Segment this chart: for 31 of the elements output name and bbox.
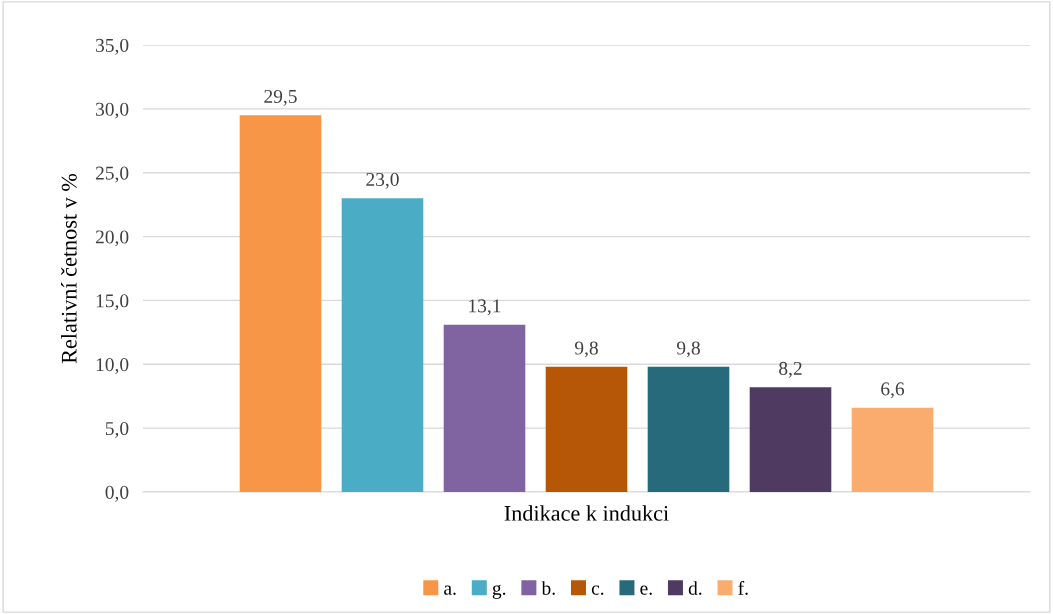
data-label: 13,1 [469, 299, 501, 316]
y-tick-label: 15,0 [96, 294, 129, 311]
legend-label: g. [492, 584, 506, 599]
data-label: 29,5 [264, 89, 297, 106]
y-axis-title: Relativní četnost v % [61, 173, 77, 364]
x-axis-title: Indikace k indukci [504, 505, 669, 521]
data-label: 23,0 [366, 172, 399, 189]
y-tick-label: 5,0 [105, 421, 129, 438]
bar [647, 366, 730, 492]
data-label: 6,6 [881, 382, 905, 399]
data-label: 9,8 [574, 341, 598, 358]
bar [749, 387, 832, 492]
legend-label: b. [541, 581, 555, 595]
bar [851, 407, 934, 492]
bar [545, 366, 628, 492]
y-tick-label: 25,0 [95, 166, 129, 183]
y-tick-label: 20,0 [95, 230, 129, 247]
legend-label: e. [640, 585, 652, 595]
legend-label: a. [444, 585, 456, 595]
y-tick-label: 10,0 [96, 358, 129, 375]
y-tick-label: 35,0 [96, 38, 129, 55]
data-label: 9,8 [676, 341, 700, 358]
y-tick-label: 30,0 [96, 102, 129, 119]
bar [443, 324, 526, 492]
legend-label: d. [688, 581, 702, 595]
legend-label: f. [738, 580, 748, 595]
bar [341, 198, 424, 492]
data-label: 8,2 [779, 361, 802, 378]
legend-label: c. [591, 585, 604, 595]
y-tick-label: 0,0 [105, 485, 129, 502]
bar [239, 115, 322, 492]
